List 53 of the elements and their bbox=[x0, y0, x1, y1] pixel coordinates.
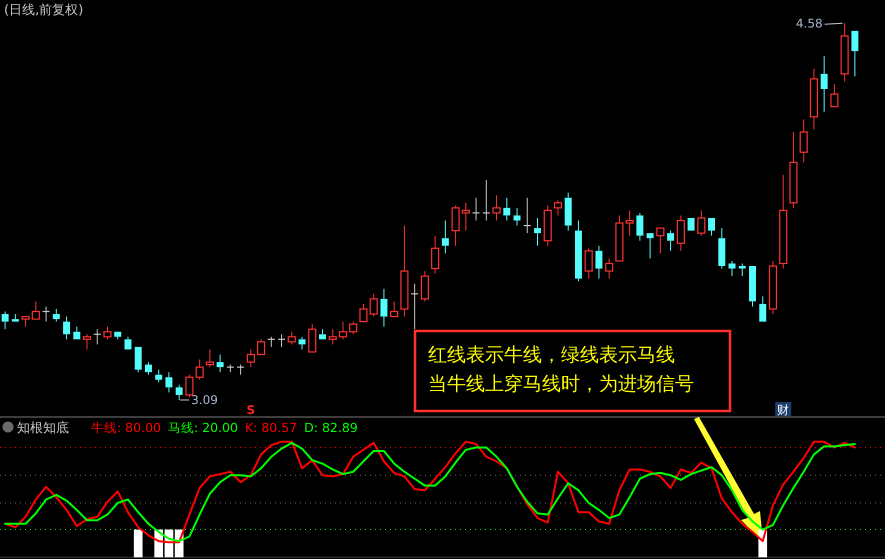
candlestick bbox=[431, 235, 440, 274]
candlestick bbox=[63, 316, 70, 340]
candlestick bbox=[155, 369, 162, 383]
chart-title: 知根知底 bbox=[17, 421, 69, 436]
candlestick bbox=[789, 132, 798, 208]
annotation: 红线表示牛线，绿线表示马线 bbox=[428, 344, 675, 366]
candlestick bbox=[636, 212, 644, 242]
candlestick bbox=[667, 230, 674, 252]
candlestick bbox=[820, 56, 828, 112]
candlestick bbox=[544, 204, 552, 246]
annotation: 4.58 bbox=[796, 16, 823, 30]
candlestick bbox=[728, 260, 736, 277]
candlestick bbox=[503, 197, 510, 221]
candlestick bbox=[93, 328, 102, 345]
candlestick bbox=[410, 283, 419, 330]
text: 牛线: 80.00 bbox=[91, 420, 162, 435]
candlestick bbox=[718, 228, 726, 270]
candlestick bbox=[840, 22, 849, 82]
candlestick bbox=[144, 362, 152, 376]
candlestick bbox=[492, 194, 501, 221]
candlestick bbox=[626, 210, 634, 236]
annotation: 当牛线上穿马线时，为进场信号 bbox=[428, 373, 694, 395]
candlestick bbox=[768, 260, 778, 315]
candlestick bbox=[676, 214, 685, 252]
candlestick bbox=[400, 225, 408, 318]
text: S bbox=[246, 403, 256, 417]
candlestick bbox=[779, 174, 788, 270]
annotation: 3.09 bbox=[191, 393, 218, 407]
candlestick bbox=[462, 202, 470, 232]
text: 马线: 20.00 bbox=[168, 420, 238, 435]
series-label: D: 82.89 bbox=[304, 420, 358, 435]
candlestick bbox=[800, 118, 808, 163]
candlestick bbox=[514, 207, 521, 226]
candlestick bbox=[298, 336, 306, 350]
candlestick bbox=[605, 258, 614, 280]
candlestick bbox=[442, 220, 449, 254]
candlestick bbox=[810, 68, 818, 130]
candlestick bbox=[380, 288, 388, 328]
text: 财 bbox=[777, 403, 790, 417]
candlestick bbox=[328, 328, 337, 345]
series-label: K: 80.57 bbox=[244, 420, 298, 435]
candlestick bbox=[165, 372, 172, 393]
candlestick bbox=[2, 311, 9, 330]
candlestick bbox=[176, 384, 183, 400]
candlestick bbox=[216, 354, 224, 373]
candlestick bbox=[738, 262, 746, 277]
candlestick bbox=[52, 308, 60, 322]
candlestick bbox=[564, 192, 572, 232]
candlestick bbox=[534, 217, 541, 246]
chart-title: (日线,前复权) bbox=[4, 3, 84, 18]
candlestick bbox=[574, 220, 582, 282]
candlestick bbox=[595, 245, 602, 280]
candlestick bbox=[246, 348, 255, 368]
